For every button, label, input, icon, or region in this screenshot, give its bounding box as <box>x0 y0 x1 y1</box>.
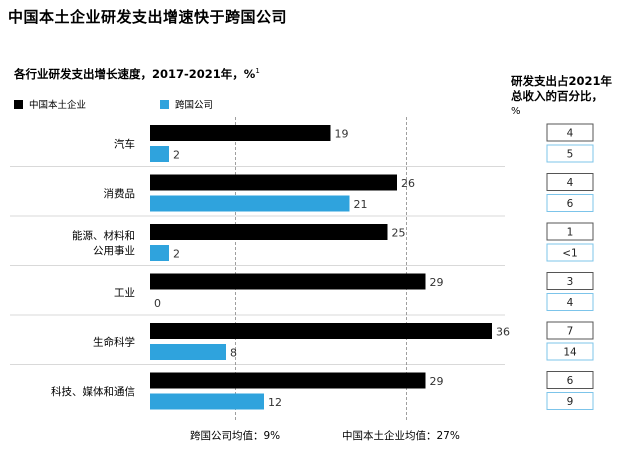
bar-local <box>150 372 426 389</box>
value-label-mnc: 2 <box>173 149 180 162</box>
legend-label-local: 中国本土企业 <box>29 100 87 111</box>
footnote-marker: 1 <box>255 67 260 76</box>
local-average-label: 中国本土企业均值：27% <box>342 430 460 442</box>
legend-item-mnc: 跨国公司 <box>160 97 213 111</box>
chart-title: 中国本土企业研发支出增速快于跨国公司 <box>8 8 288 26</box>
category-label: 汽车 <box>114 138 135 151</box>
rd-share-header-unit: % <box>511 106 521 117</box>
value-label-local: 29 <box>430 276 444 289</box>
value-label-local: 19 <box>335 128 349 141</box>
rd-share-header: 研发支出占2021年 总收入的百分比， % <box>511 74 631 119</box>
rd-share-box-mnc <box>546 392 594 410</box>
bar-mnc <box>150 146 169 162</box>
rd-share-box-local <box>546 371 594 389</box>
legend-swatch-mnc <box>160 99 169 109</box>
bar-mnc <box>150 393 264 410</box>
bar-local <box>150 125 331 141</box>
value-label-mnc: 0 <box>154 297 161 310</box>
rd-share-value-local: 1 <box>567 227 574 239</box>
category-label: 生命科学 <box>93 336 135 349</box>
rd-share-value-mnc: 9 <box>567 396 574 408</box>
rd-share-box-local <box>546 222 594 241</box>
rd-share-header-line1: 研发支出占2021年 <box>511 74 613 88</box>
value-label-mnc: 12 <box>268 396 282 409</box>
mnc-average-label: 跨国公司均值：9% <box>190 430 281 442</box>
rd-share-box-local <box>546 272 594 290</box>
value-label-mnc: 8 <box>230 347 237 360</box>
rd-share-box-mnc <box>546 194 594 212</box>
category-label: 科技、媒体和通信 <box>51 385 135 398</box>
category-label: 能源、材料和 <box>72 229 135 242</box>
rd-share-value-local: 4 <box>567 128 574 140</box>
bar-local <box>150 174 397 191</box>
bar-mnc <box>150 344 226 360</box>
category-label: 工业 <box>114 287 135 299</box>
rd-share-box-mnc <box>546 342 594 361</box>
bar-mnc <box>150 245 169 261</box>
rd-share-box-local <box>546 321 594 340</box>
bar-local <box>150 273 426 290</box>
legend-label-mnc: 跨国公司 <box>175 100 214 111</box>
bar-local <box>150 224 388 240</box>
rd-share-value-local: 7 <box>567 326 574 338</box>
category-label: 公用事业 <box>93 244 135 257</box>
rd-share-box-mnc <box>546 144 594 163</box>
legend-swatch-local <box>14 99 23 109</box>
rd-share-value-mnc: <1 <box>562 248 577 260</box>
subtitle-text: 各行业研发支出增长速度，2017-2021年，% <box>14 67 256 81</box>
value-label-local: 36 <box>496 326 510 339</box>
legend-item-local: 中国本土企业 <box>14 97 86 111</box>
rd-share-header-line2: 总收入的百分比， <box>511 89 603 103</box>
value-label-mnc: 21 <box>354 198 368 211</box>
rd-share-value-mnc: 14 <box>563 347 577 359</box>
bar-local <box>150 323 492 339</box>
rd-share-box-mnc <box>546 293 594 311</box>
rd-share-value-local: 3 <box>567 276 574 288</box>
value-label-mnc: 2 <box>173 248 180 261</box>
rd-share-value-mnc: 5 <box>567 149 574 161</box>
rd-share-box-mnc <box>546 243 594 262</box>
value-label-local: 25 <box>392 227 406 240</box>
rd-share-box-local <box>546 173 594 191</box>
chart-subtitle: 各行业研发支出增长速度，2017-2021年，%1 <box>14 66 260 82</box>
rd-share-value-local: 6 <box>567 375 574 387</box>
value-label-local: 26 <box>401 177 415 190</box>
rd-share-box-local <box>546 123 594 142</box>
rd-share-value-local: 4 <box>567 177 574 189</box>
rd-share-value-mnc: 4 <box>567 297 574 309</box>
bar-mnc <box>150 195 350 212</box>
rd-share-value-mnc: 6 <box>567 198 574 210</box>
value-label-local: 29 <box>430 375 444 388</box>
category-label: 消费品 <box>104 187 136 200</box>
